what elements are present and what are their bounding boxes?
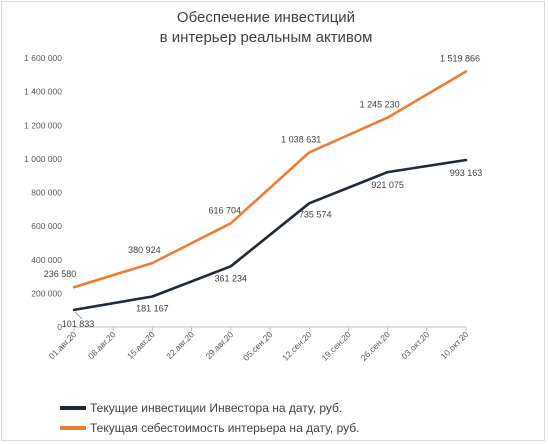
data-label-cost: 236 580 — [44, 269, 77, 279]
series-line-investments — [72, 158, 468, 312]
chart-title: Обеспечение инвестиций в интерьер реальн… — [0, 8, 532, 48]
legend-label-investments: Текущие инвестиции Инвестора на дату, ру… — [90, 401, 343, 415]
legend-item-investments: Текущие инвестиции Инвестора на дату, ру… — [60, 398, 359, 418]
x-tick-label: 01.авг.20 — [47, 329, 79, 361]
x-tick-label: 22.авг.20 — [164, 329, 196, 361]
y-tick-label: 600 000 — [31, 221, 62, 231]
chart-title-line-2: в интерьер реальным активом — [159, 29, 373, 46]
data-label-investments: 993 163 — [450, 168, 483, 178]
series-line-cost — [72, 70, 468, 289]
legend: Текущие инвестиции Инвестора на дату, ру… — [60, 398, 359, 438]
y-tick-label: 1 200 000 — [24, 120, 62, 130]
x-tick-label: 19.сен.20 — [319, 329, 353, 363]
data-label-cost: 1 245 230 — [360, 100, 400, 110]
data-label-investments: 361 234 — [215, 273, 248, 283]
x-tick-label: 15.авг.20 — [125, 329, 157, 361]
data-label-investments: 921 075 — [371, 180, 404, 190]
x-tick-label: 26.сен.20 — [359, 329, 393, 363]
data-label-investments: 181 167 — [136, 304, 169, 314]
data-label-investments: 101 833 — [62, 319, 95, 329]
y-tick-label: 0 — [57, 322, 62, 332]
data-label-cost: 1 519 866 — [440, 53, 480, 63]
legend-swatch-cost — [60, 426, 86, 430]
y-tick-label: 200 000 — [31, 288, 62, 298]
x-tick-label: 10.окт.20 — [439, 329, 471, 361]
data-label-cost: 616 704 — [209, 205, 242, 215]
legend-swatch-investments — [60, 406, 86, 410]
y-tick-label: 1 600 000 — [24, 53, 62, 63]
y-tick-label: 1 400 000 — [24, 87, 62, 97]
x-tick-label: 03.окт.20 — [399, 329, 431, 361]
legend-label-cost: Текущая себестоимость интерьера на дату,… — [90, 421, 360, 435]
x-tick-label: 05.сен.20 — [241, 329, 275, 363]
y-tick-label: 400 000 — [31, 255, 62, 265]
data-label-cost: 1 038 631 — [281, 134, 321, 144]
x-tick-label: 12.сен.20 — [280, 329, 314, 363]
data-label-leader-line — [74, 311, 83, 320]
chart-title-line-1: Обеспечение инвестиций — [176, 9, 356, 26]
x-tick-label: 08.авг.20 — [86, 329, 118, 361]
y-tick-label: 1 000 000 — [24, 154, 62, 164]
x-tick-label: 29.авг.20 — [203, 329, 235, 361]
legend-item-cost: Текущая себестоимость интерьера на дату,… — [60, 418, 359, 438]
data-label-investments: 735 574 — [299, 209, 332, 219]
data-label-cost: 380 924 — [128, 245, 161, 255]
y-tick-label: 800 000 — [31, 188, 62, 198]
